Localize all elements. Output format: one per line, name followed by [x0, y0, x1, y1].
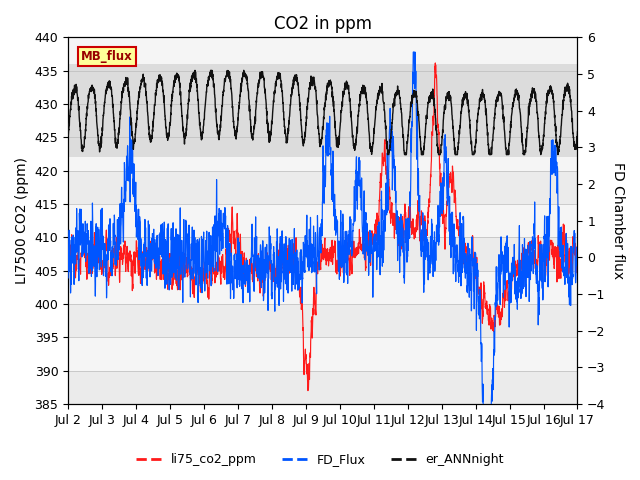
Bar: [68, 237, 577, 271]
Legend: li75_co2_ppm, FD_Flux, er_ANNnight: li75_co2_ppm, FD_Flux, er_ANNnight: [131, 448, 509, 471]
Text: MB_flux: MB_flux: [81, 50, 132, 63]
Bar: [68, 170, 577, 204]
Bar: [68, 64, 577, 157]
Bar: [68, 371, 577, 404]
Bar: [68, 304, 577, 337]
Y-axis label: FD Chamber flux: FD Chamber flux: [611, 162, 625, 279]
Title: CO2 in ppm: CO2 in ppm: [274, 15, 372, 33]
Y-axis label: LI7500 CO2 (ppm): LI7500 CO2 (ppm): [15, 157, 29, 284]
